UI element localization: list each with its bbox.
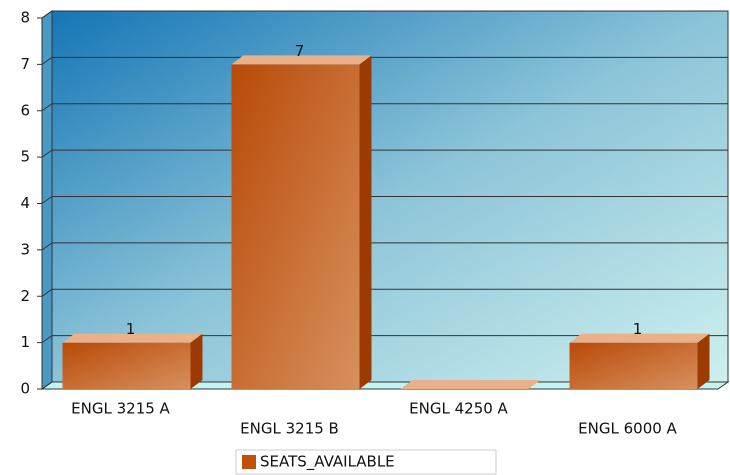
bar-top — [62, 333, 203, 343]
data-label: 7 — [295, 42, 305, 60]
y-tick-label: 0 — [20, 380, 30, 398]
legend-label: SEATS_AVAILABLE — [260, 453, 395, 472]
bar-top — [400, 380, 541, 389]
grid-line-side — [41, 10, 53, 19]
legend-box — [235, 449, 497, 475]
y-tick-label: 7 — [20, 55, 30, 73]
legend-swatch — [242, 455, 256, 469]
x-tick-label: ENGL 3215 A — [71, 400, 170, 418]
y-tick-label: 4 — [20, 194, 30, 212]
grid-line-side — [41, 149, 53, 158]
bar — [569, 342, 698, 389]
grid-line-side — [41, 196, 53, 204]
y-tick-label: 8 — [20, 9, 30, 27]
grid-line-side — [41, 335, 53, 344]
bar — [231, 64, 360, 389]
y-tick-label: 5 — [20, 148, 30, 166]
grid-line-side — [41, 242, 53, 251]
bar-side — [697, 333, 710, 389]
bar — [62, 342, 191, 389]
x-tick-label: ENGL 6000 A — [578, 420, 677, 438]
y-tick-label: 1 — [20, 333, 30, 351]
y-tick-label: 2 — [20, 287, 30, 305]
grid-line-side — [41, 288, 53, 297]
x-tick-label: ENGL 3215 B — [240, 420, 339, 438]
bar-side — [190, 333, 203, 389]
y-tick-label: 3 — [20, 240, 30, 258]
bar-top — [569, 333, 710, 343]
data-label: 1 — [126, 320, 136, 338]
data-label: 1 — [633, 320, 643, 338]
grid-line-side — [41, 381, 53, 390]
bar-top — [231, 55, 372, 65]
x-tick-label: ENGL 4250 A — [409, 400, 508, 418]
grid-line-side — [41, 103, 53, 112]
grid-line-side — [41, 56, 53, 65]
bar-side — [359, 55, 372, 389]
y-tick-label: 6 — [20, 101, 30, 119]
